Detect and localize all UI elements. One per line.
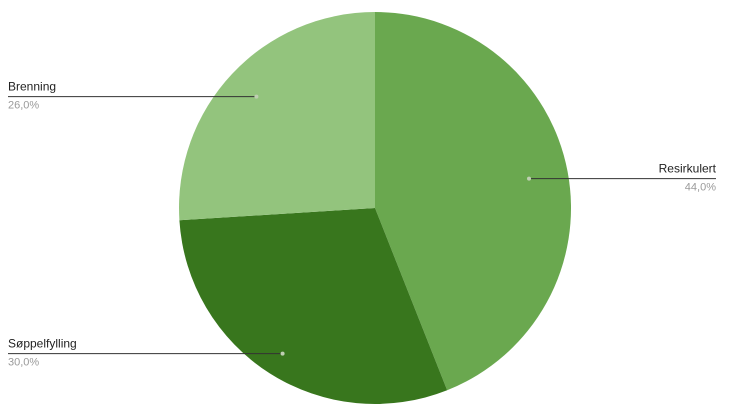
- pie-slices: [179, 12, 572, 405]
- leader-dot: [254, 94, 259, 99]
- slice-label: Brenning: [8, 80, 56, 94]
- slice-value-label: 44,0%: [685, 182, 716, 194]
- pie-labels: Resirkulert 44,0% Søppelfylling 30,0% Brenni…: [8, 80, 717, 369]
- leader-dot: [280, 351, 285, 356]
- leader-dot: [527, 176, 532, 181]
- pie-slice-s-ppelfylling: [179, 208, 448, 405]
- slice-label: Søppelfylling: [8, 337, 77, 351]
- slice-label: Resirkulert: [659, 162, 717, 176]
- slice-value-label: 30,0%: [8, 357, 39, 369]
- pie-slice-brenning: [179, 12, 375, 221]
- pie-slice-resirkulert: [375, 12, 572, 391]
- slice-value-label: 26,0%: [8, 100, 39, 112]
